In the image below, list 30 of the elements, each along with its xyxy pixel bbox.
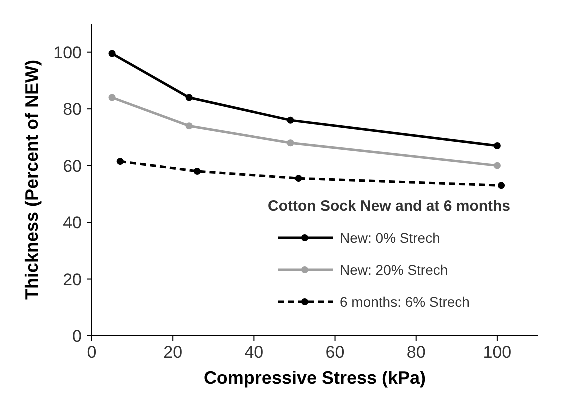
y-tick-label: 0 xyxy=(72,327,82,346)
legend-label: 6 months: 6% Strech xyxy=(340,294,470,310)
x-tick-label: 20 xyxy=(164,343,183,362)
point xyxy=(108,94,116,102)
point xyxy=(186,122,193,130)
legend-label: New: 20% Strech xyxy=(340,262,448,278)
point xyxy=(494,162,501,170)
x-axis-title: Compressive Stress (kPa) xyxy=(204,368,426,388)
point xyxy=(498,182,506,190)
y-tick-label: 60 xyxy=(63,156,82,176)
x-tick-label: 0 xyxy=(87,343,97,362)
point xyxy=(287,140,294,147)
y-tick-label: 100 xyxy=(54,43,82,62)
x-tick-label: 80 xyxy=(406,343,426,362)
x-tick-label: 40 xyxy=(244,343,264,362)
y-tick-label: 20 xyxy=(63,270,82,290)
point xyxy=(108,50,116,58)
point xyxy=(287,116,294,124)
y-tick-label: 40 xyxy=(63,214,82,233)
point xyxy=(295,175,302,182)
y-tick-label: 80 xyxy=(63,100,82,120)
x-tick-label: 100 xyxy=(483,343,512,362)
legend-label: New: 0% Strech xyxy=(340,230,440,246)
point xyxy=(116,158,124,166)
point xyxy=(494,142,501,150)
legend-title: Cotton Sock New and at 6 months xyxy=(268,198,511,215)
x-tick-label: 60 xyxy=(326,343,345,362)
y-axis-title: Thickness (Percent of NEW) xyxy=(22,60,42,300)
point xyxy=(186,94,193,102)
point xyxy=(194,168,201,175)
